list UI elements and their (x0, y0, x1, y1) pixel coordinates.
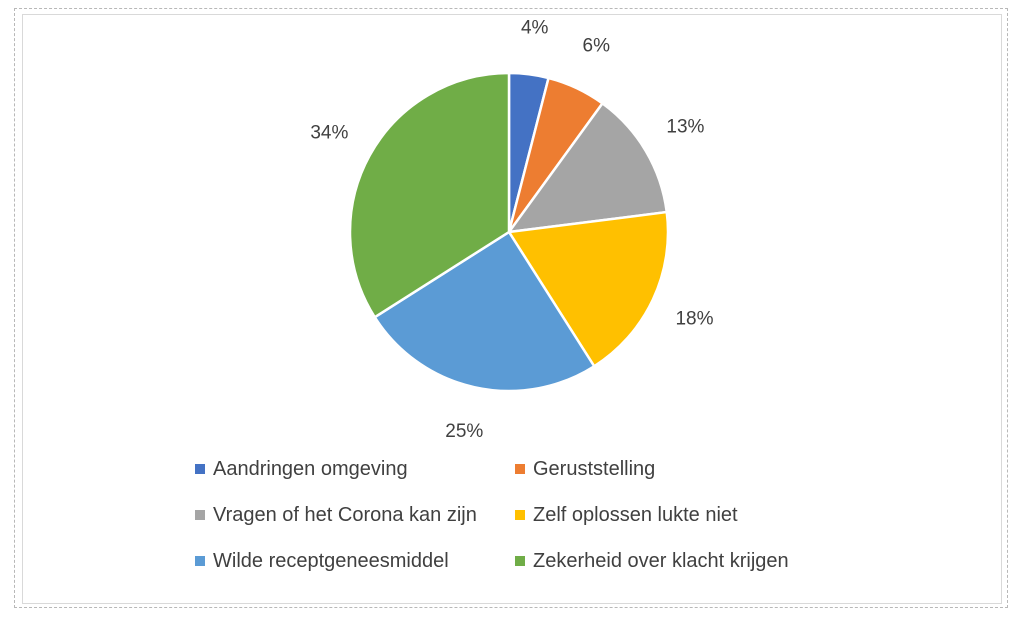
data-label-3: 13% (666, 117, 704, 138)
legend-item-zelf-oplossen: Zelf oplossen lukte niet (515, 502, 835, 528)
chart-frame (14, 8, 1008, 608)
legend-label: Geruststelling (533, 457, 656, 480)
pie-slice-6 (348, 71, 511, 319)
legend-item-aandringen-omgeving: Aandringen omgeving (195, 456, 515, 482)
legend-item-geruststelling: Geruststelling (515, 456, 835, 482)
legend-swatch (515, 510, 525, 520)
data-label-2: 6% (583, 36, 611, 57)
legend-label: Zelf oplossen lukte niet (533, 503, 738, 526)
legend-label: Zekerheid over klacht krijgen (533, 549, 789, 572)
legend-swatch (195, 510, 205, 520)
pie-slice-3 (506, 101, 669, 234)
data-label-6: 34% (310, 122, 348, 143)
legend-swatch (515, 464, 525, 474)
data-label-1: 4% (521, 18, 549, 39)
legend-swatch (195, 464, 205, 474)
legend-swatch (195, 556, 205, 566)
legend-label: Aandringen omgeving (213, 457, 408, 480)
legend: Aandringen omgeving Geruststelling Vrage… (195, 456, 895, 574)
legend-swatch (515, 556, 525, 566)
legend-label: Vragen of het Corona kan zijn (213, 503, 477, 526)
legend-item-vragen-corona: Vragen of het Corona kan zijn (195, 502, 515, 528)
legend-label: Wilde receptgeneesmiddel (213, 549, 449, 572)
legend-item-zekerheid-klacht: Zekerheid over klacht krijgen (515, 548, 835, 574)
chart-area (22, 14, 1002, 604)
data-label-5: 25% (445, 421, 483, 442)
legend-item-receptgeneesmiddel: Wilde receptgeneesmiddel (195, 548, 515, 574)
pie-slice-5 (373, 230, 596, 393)
pie-slice-4 (506, 210, 670, 368)
data-label-4: 18% (675, 308, 713, 329)
